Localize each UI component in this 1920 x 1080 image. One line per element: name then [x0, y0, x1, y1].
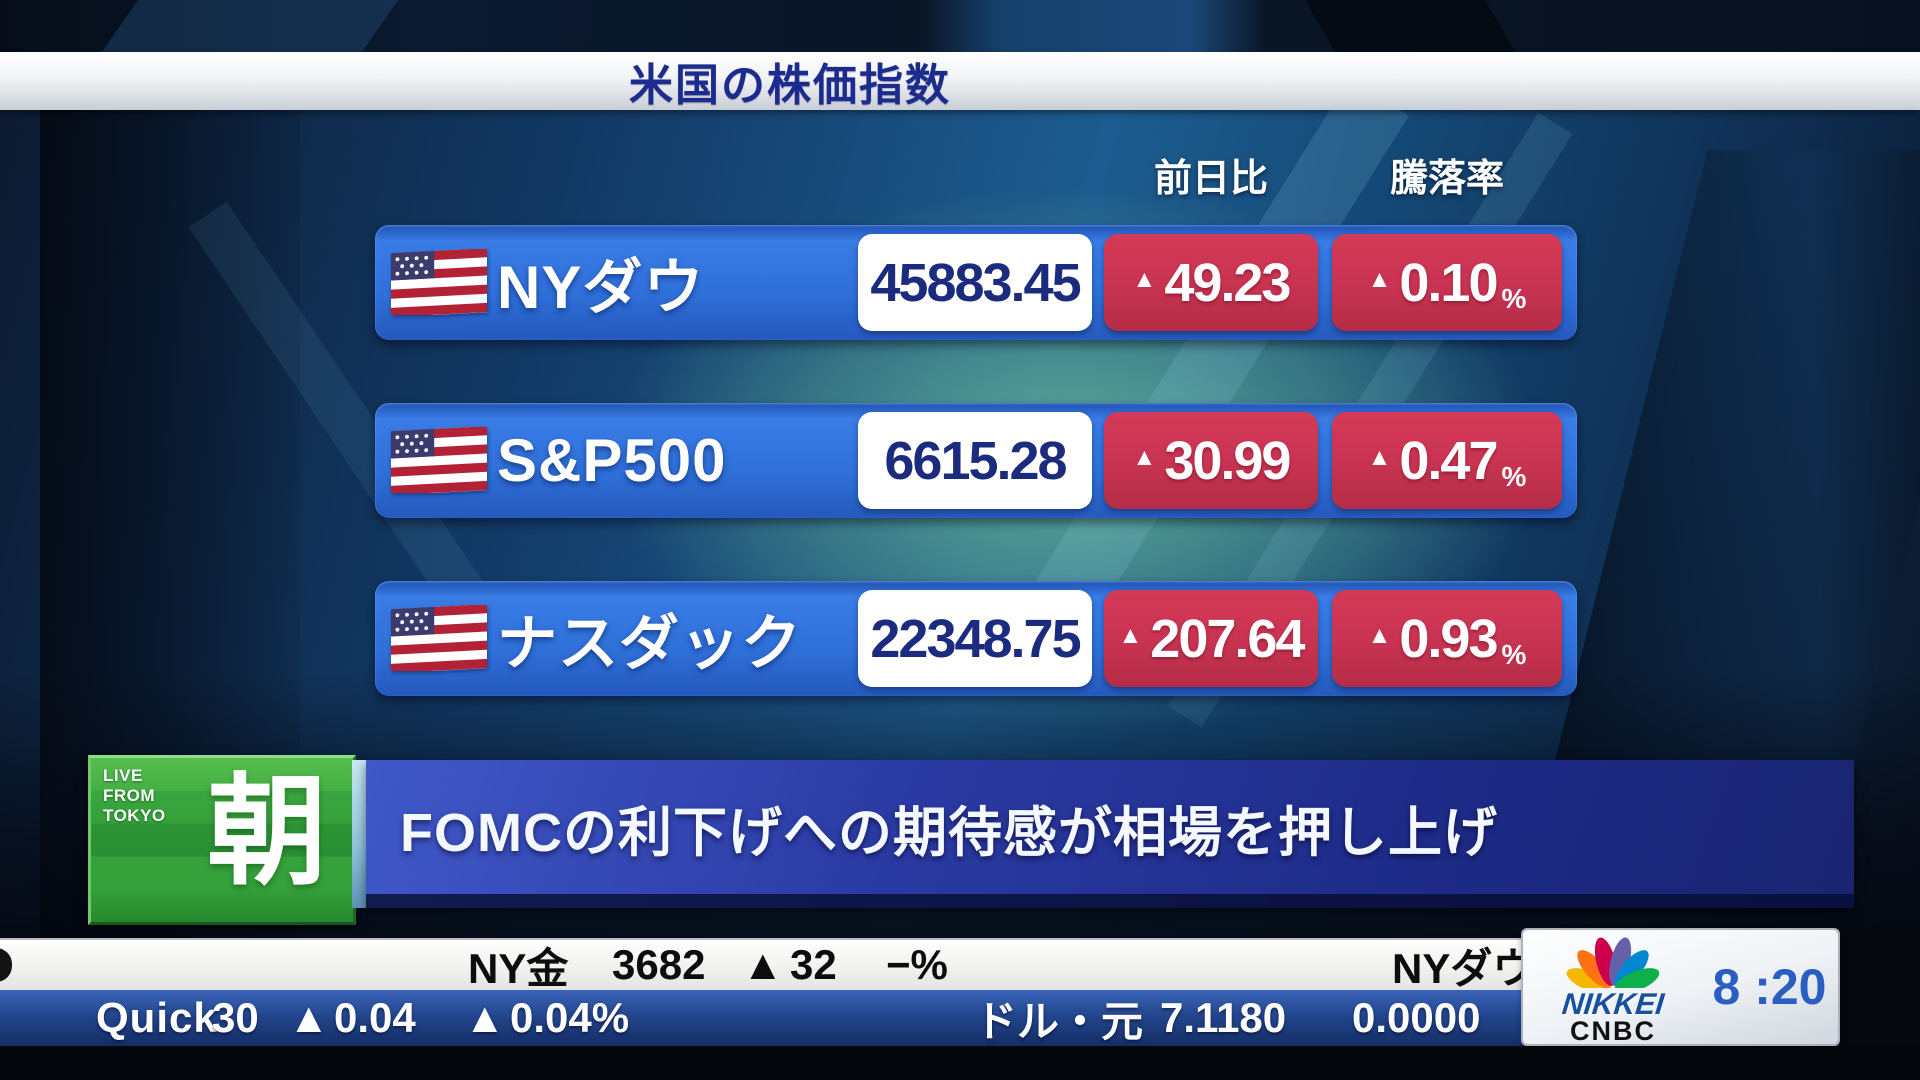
ticker-value: 7.1180: [1160, 994, 1287, 1041]
quick-logo: Quick: [96, 994, 218, 1041]
ticker-change: 32: [790, 941, 837, 988]
change-box: ▲ 30.99: [1104, 412, 1318, 509]
ticker-change: 0.0000: [1352, 994, 1481, 1041]
up-triangle-icon: ▲: [1367, 621, 1392, 649]
pct-suffix: %: [1501, 639, 1527, 670]
change-box: ▲ 207.64: [1104, 590, 1318, 687]
live-from-tokyo-label: LIVE FROM TOKYO: [103, 766, 166, 826]
page-title: 米国の株価指数: [629, 61, 951, 110]
ticker-value: 30: [212, 994, 259, 1041]
ticker-label: ドル・元: [975, 997, 1144, 1045]
ticker-label: NY金: [468, 944, 569, 992]
change-value: 49.23: [1164, 252, 1291, 313]
table-row: ナスダック 22348.75 ▲ 207.64 ▲ 0.93 %: [375, 581, 1577, 696]
change-box: ▲ 49.23: [1104, 234, 1318, 331]
ticker-change: 0.04: [334, 994, 416, 1041]
corner-dark-patch: [1838, 930, 1920, 1046]
index-value: 45883.45: [870, 252, 1081, 313]
index-value: 22348.75: [870, 608, 1081, 669]
ticker-next-label: NYダウ: [1392, 944, 1535, 992]
banner-left-strip: [352, 760, 366, 908]
column-header-pct: 騰落率: [1389, 157, 1504, 200]
pct-box: ▲ 0.93 %: [1332, 590, 1562, 687]
pct-suffix: %: [1501, 283, 1527, 314]
scrolling-ticker-fragment: [0, 948, 12, 982]
pct-suffix: %: [1501, 461, 1527, 492]
live-line: FROM: [103, 786, 156, 806]
pct-box: ▲ 0.10 %: [1332, 234, 1562, 331]
up-triangle-icon: ▲: [1132, 443, 1157, 471]
table-row: NYダウ 45883.45 ▲ 49.23 ▲ 0.10 %: [375, 225, 1577, 340]
index-name: ナスダック: [497, 610, 802, 677]
up-triangle-icon: ▲: [1367, 265, 1392, 293]
column-header-change: 前日比: [1153, 157, 1268, 200]
up-triangle-icon: ▲: [1132, 265, 1157, 293]
title-bar: 米国の株価指数: [0, 52, 1920, 110]
ticker-pct: −%: [886, 941, 948, 988]
us-flag-icon: [391, 249, 487, 315]
up-triangle-icon: ▲: [464, 994, 506, 1041]
change-value: 30.99: [1164, 430, 1291, 491]
ticker-value: 3682: [612, 941, 706, 988]
headline-text: FOMCの利下げへの期待感が相場を押し上げ: [400, 802, 1498, 863]
clock-time: 8 :20: [1712, 959, 1827, 1015]
up-triangle-icon: ▲: [742, 941, 784, 988]
pct-box: ▲ 0.47 %: [1332, 412, 1562, 509]
change-value: 207.64: [1150, 608, 1305, 669]
pct-value: 0.10: [1399, 252, 1498, 313]
up-triangle-icon: ▲: [288, 994, 330, 1041]
table-row: S&P500 6615.28 ▲ 30.99 ▲ 0.47 %: [375, 403, 1577, 518]
background-shape: [101, 0, 399, 52]
pct-value: 0.93: [1399, 608, 1498, 669]
live-line: TOKYO: [103, 806, 166, 826]
pct-value: 0.47: [1399, 430, 1498, 491]
index-name: NYダウ: [497, 254, 705, 321]
us-flag-icon: [391, 427, 487, 493]
ticker-pct: 0.04%: [510, 994, 630, 1041]
up-triangle-icon: ▲: [1118, 621, 1143, 649]
headline-banner: FOMCの利下げへの期待感が相場を押し上げ: [366, 760, 1854, 908]
program-kanji: 朝: [207, 765, 327, 899]
title-wrap: 米国の株価指数: [0, 52, 1580, 110]
index-name: S&P500: [497, 427, 727, 494]
cnbc-logo: CNBC: [1570, 1016, 1656, 1046]
index-value-box: 6615.28: [858, 412, 1092, 509]
background-shape: [1304, 0, 1516, 52]
us-flag-icon: [391, 605, 487, 671]
index-value: 6615.28: [884, 430, 1067, 491]
channel-logo-box: NIKKEI CNBC 8 :20: [1523, 930, 1838, 1046]
up-triangle-icon: ▲: [1367, 443, 1392, 471]
bottom-black-strip: [0, 1046, 1920, 1080]
index-value-box: 22348.75: [858, 590, 1092, 687]
top-background-strip: [0, 0, 1920, 52]
index-value-box: 45883.45: [858, 234, 1092, 331]
live-badge: LIVE FROM TOKYO 朝: [88, 755, 356, 925]
peacock-icon: [1566, 937, 1660, 988]
live-line: LIVE: [103, 766, 143, 785]
